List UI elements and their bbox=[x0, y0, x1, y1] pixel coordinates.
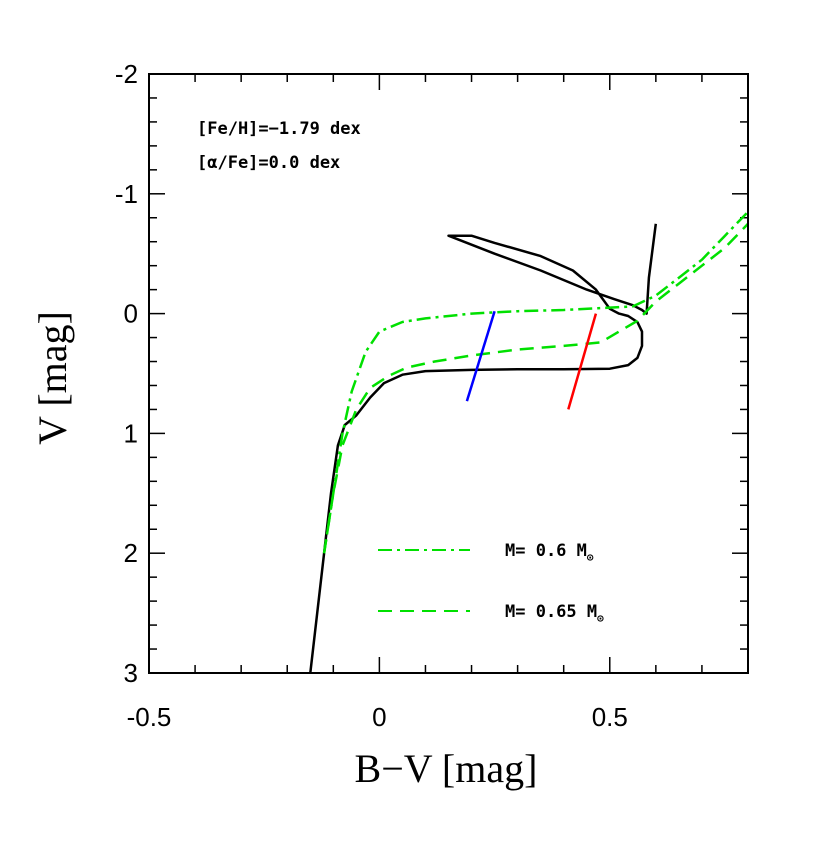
legend: M= 0.6 M⊙ M= 0.65 M⊙ bbox=[378, 541, 604, 625]
y-tick-label: 0 bbox=[124, 299, 138, 329]
series-line-isochrone bbox=[309, 223, 658, 673]
legend-label-0: M= 0.6 M⊙ bbox=[505, 541, 594, 564]
annotation-metallicity: [Fe/H]=−1.79 dex bbox=[197, 119, 361, 139]
x-tick-label: 0 bbox=[372, 702, 386, 732]
x-axis-title: B−V [mag] bbox=[355, 746, 538, 791]
x-tick-label: -0.5 bbox=[127, 702, 172, 732]
y-tick-label: 1 bbox=[124, 418, 138, 448]
y-tick-label: 3 bbox=[124, 658, 138, 688]
series-line-red-edge bbox=[567, 313, 598, 410]
x-tick-label: 0.5 bbox=[592, 702, 628, 732]
y-tick-label: 2 bbox=[124, 538, 138, 568]
annotation-alpha: [α/Fe]=0.0 dex bbox=[197, 153, 340, 173]
axis-ticks bbox=[148, 73, 749, 674]
y-axis-title: V [mag] bbox=[30, 311, 75, 445]
plot-frame bbox=[148, 73, 749, 674]
tick-labels: -0.5 0 0.5 -2 -1 0 1 2 3 bbox=[115, 59, 628, 732]
series-line-blue-edge bbox=[465, 310, 496, 402]
legend-label-1: M= 0.65 M⊙ bbox=[505, 602, 604, 625]
series-line-m-0-65-mo bbox=[322, 222, 748, 554]
y-tick-label: -1 bbox=[115, 179, 138, 209]
series-line-m-0-6-mo bbox=[322, 210, 748, 554]
series-group bbox=[309, 210, 748, 673]
y-tick-label: -2 bbox=[115, 59, 138, 89]
